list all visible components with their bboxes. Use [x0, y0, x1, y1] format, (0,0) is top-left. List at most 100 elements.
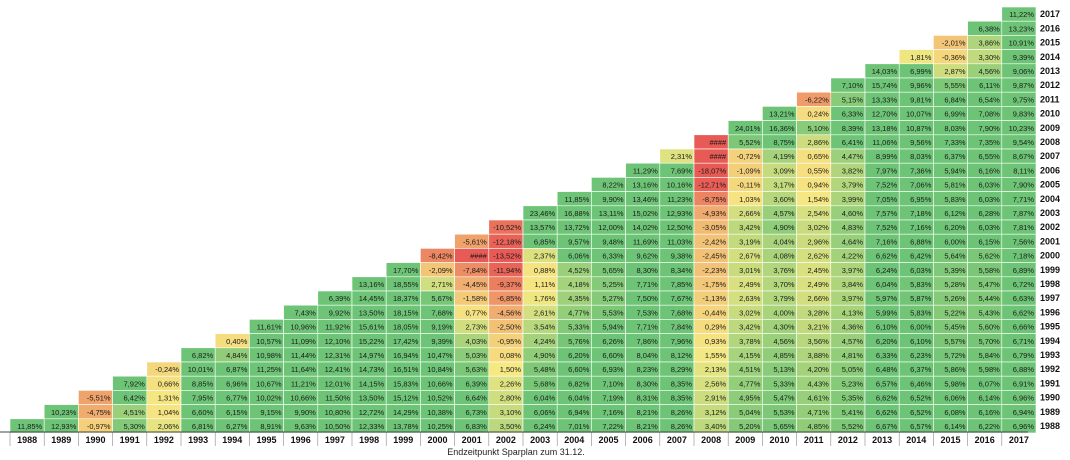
heatmap-cell-label: -0,36%	[942, 53, 966, 62]
heatmap-cell-label: 6,03%	[910, 266, 932, 275]
heatmap-cell-label: 8,03%	[944, 124, 966, 133]
heatmap-cell-label: 9,90%	[602, 195, 624, 204]
row-label: 1999	[1040, 265, 1060, 275]
heatmap-cell-label: 18,37%	[393, 294, 419, 303]
heatmap-cell-label: 11,85%	[565, 195, 590, 204]
heatmap-cell-label: 9,57%	[568, 237, 590, 246]
heatmap-cell-label: 6,16%	[979, 408, 1001, 417]
heatmap-cell-label: 6,14%	[944, 422, 966, 431]
heatmap-cell-label: 2,67%	[739, 252, 761, 261]
heatmap-cell-label: 9,15%	[260, 408, 282, 417]
column-label: 1989	[51, 435, 71, 445]
heatmap-cell-label: 16,94%	[393, 351, 419, 360]
heatmap-cell-label: 17,70%	[393, 266, 419, 275]
heatmap-cell-label: 7,43%	[295, 308, 317, 317]
heatmap-cell-label: 8,75%	[773, 138, 795, 147]
heatmap-cell-label: 16,36%	[769, 124, 795, 133]
heatmap-cell-label: 18,55%	[393, 280, 419, 289]
heatmap-cell-label: 5,53%	[602, 308, 624, 317]
heatmap-cell-label: 9,48%	[602, 237, 624, 246]
heatmap-cell-label: 4,15%	[739, 351, 761, 360]
heatmap-cell-label: 3,30%	[979, 53, 1001, 62]
heatmap-cell-label: 5,13%	[773, 365, 795, 374]
heatmap-cell-label: 6,83%	[466, 422, 488, 431]
row-label: 2003	[1040, 208, 1060, 218]
heatmap-cell-label: 5,15%	[842, 95, 864, 104]
heatmap-cell-label: 11,25%	[257, 365, 282, 374]
heatmap-cell-label: 4,90%	[773, 223, 795, 232]
heatmap-cell-label: 14,15%	[359, 379, 385, 388]
heatmap-cell-label: 6,96%	[1013, 422, 1035, 431]
heatmap-cell-label: 10,80%	[325, 408, 351, 417]
heatmap-cell-label: 0,55%	[808, 166, 830, 175]
heatmap-cell-label: 6,71%	[1013, 337, 1035, 346]
heatmap-cell-label: 0,93%	[705, 337, 727, 346]
column-labels: 1988 1989 1990 1991 1992 1993 1994 1995 1996 1997…	[9, 432, 1029, 446]
heatmap-cell-label: 6,96%	[226, 379, 248, 388]
heatmap-cell-label: 8,35%	[671, 379, 693, 388]
heatmap-cell-label: 12,50%	[667, 223, 693, 232]
heatmap-cell-label: 7,08%	[979, 110, 1001, 119]
heatmap-cell-label: 3,42%	[739, 323, 761, 332]
heatmap-cell-label: 6,20%	[876, 337, 898, 346]
heatmap-cells: 11,22% 6,38% 13,23% -2,01% 3,86% 10,91% 1,81% -…	[9, 6, 1037, 434]
heatmap-cell-label: 7,10%	[602, 379, 624, 388]
heatmap-cell-label: 7,18%	[910, 209, 932, 218]
heatmap-cell-label: 7,16%	[910, 223, 932, 232]
heatmap-cell-label: 3,79%	[842, 181, 864, 190]
heatmap-cell-label: 6,88%	[1013, 365, 1035, 374]
heatmap-cell-label: 4,03%	[466, 337, 488, 346]
heatmap-cell-label: 2,66%	[739, 209, 761, 218]
heatmap-cell-label: 14,97%	[359, 351, 385, 360]
heatmap-cell-label: 7,52%	[876, 181, 898, 190]
heatmap-cell-label: 5,87%	[910, 294, 932, 303]
heatmap-cell-label: 4,08%	[773, 252, 795, 261]
column-label: 1992	[154, 435, 174, 445]
heatmap-cell-label: 5,48%	[534, 365, 556, 374]
heatmap-cell-label: 10,02%	[256, 394, 282, 403]
heatmap-cell-label: 7,96%	[671, 337, 693, 346]
heatmap-cell-label: 6,24%	[876, 266, 898, 275]
heatmap-cell-label: -0,11%	[737, 181, 761, 190]
heatmap-cell-label: 3,02%	[808, 223, 830, 232]
heatmap-cell-label: 6,87%	[226, 365, 248, 374]
heatmap-cell-label: 4,36%	[842, 323, 864, 332]
row-label: 1990	[1040, 393, 1060, 403]
heatmap-cell-label: 24,01%	[735, 124, 761, 133]
heatmap-cell-label: 10,66%	[290, 394, 316, 403]
heatmap-cell-label: 4,83%	[842, 223, 864, 232]
heatmap-cell-label: 2,54%	[808, 209, 830, 218]
heatmap-cell-label: 11,50%	[325, 394, 350, 403]
heatmap-cell-label: -4,45%	[463, 280, 487, 289]
heatmap-cell-label: 5,99%	[876, 308, 898, 317]
heatmap-cell-label: 5,10%	[808, 124, 830, 133]
heatmap-cell-label: 5,97%	[876, 294, 898, 303]
heatmap-cell-label: -18,07%	[698, 166, 726, 175]
heatmap-cell-label: 12,33%	[359, 422, 385, 431]
heatmap-cell-label: 8,12%	[671, 351, 693, 360]
row-label: 2009	[1040, 123, 1060, 133]
heatmap-cell-label: 6,57%	[876, 379, 898, 388]
heatmap-cell-label: 8,91%	[260, 422, 282, 431]
heatmap-cell-label: 2,96%	[808, 237, 830, 246]
heatmap-cell-label: 1,04%	[158, 408, 180, 417]
heatmap-cell-label: 9,75%	[1013, 95, 1035, 104]
heatmap-cell-label: 5,57%	[944, 337, 966, 346]
heatmap-cell-label: 2,86%	[808, 138, 830, 147]
heatmap-cell-label: -6,85%	[497, 294, 521, 303]
heatmap-cell-label: 0,08%	[500, 351, 522, 360]
heatmap-cell-label: 9,38%	[671, 252, 693, 261]
heatmap-cell-label: 0,29%	[705, 323, 727, 332]
heatmap-cell-label: 14,45%	[359, 294, 385, 303]
heatmap-cell-label: 6,26%	[602, 337, 624, 346]
heatmap-cell-label: -2,09%	[429, 266, 453, 275]
heatmap-cell-label: 7,71%	[637, 323, 659, 332]
heatmap-cell-label: 4,85%	[773, 351, 795, 360]
heatmap-cell-label: 2,13%	[705, 365, 727, 374]
heatmap-cell-label: 7,06%	[910, 181, 932, 190]
heatmap-cell-label: 8,67%	[1013, 152, 1035, 161]
row-label: 2007	[1040, 151, 1060, 161]
heatmap-cell-label: 5,98%	[944, 379, 966, 388]
heatmap-cell-label: 15,12%	[393, 394, 419, 403]
heatmap-cell-label: -10,52%	[493, 223, 521, 232]
